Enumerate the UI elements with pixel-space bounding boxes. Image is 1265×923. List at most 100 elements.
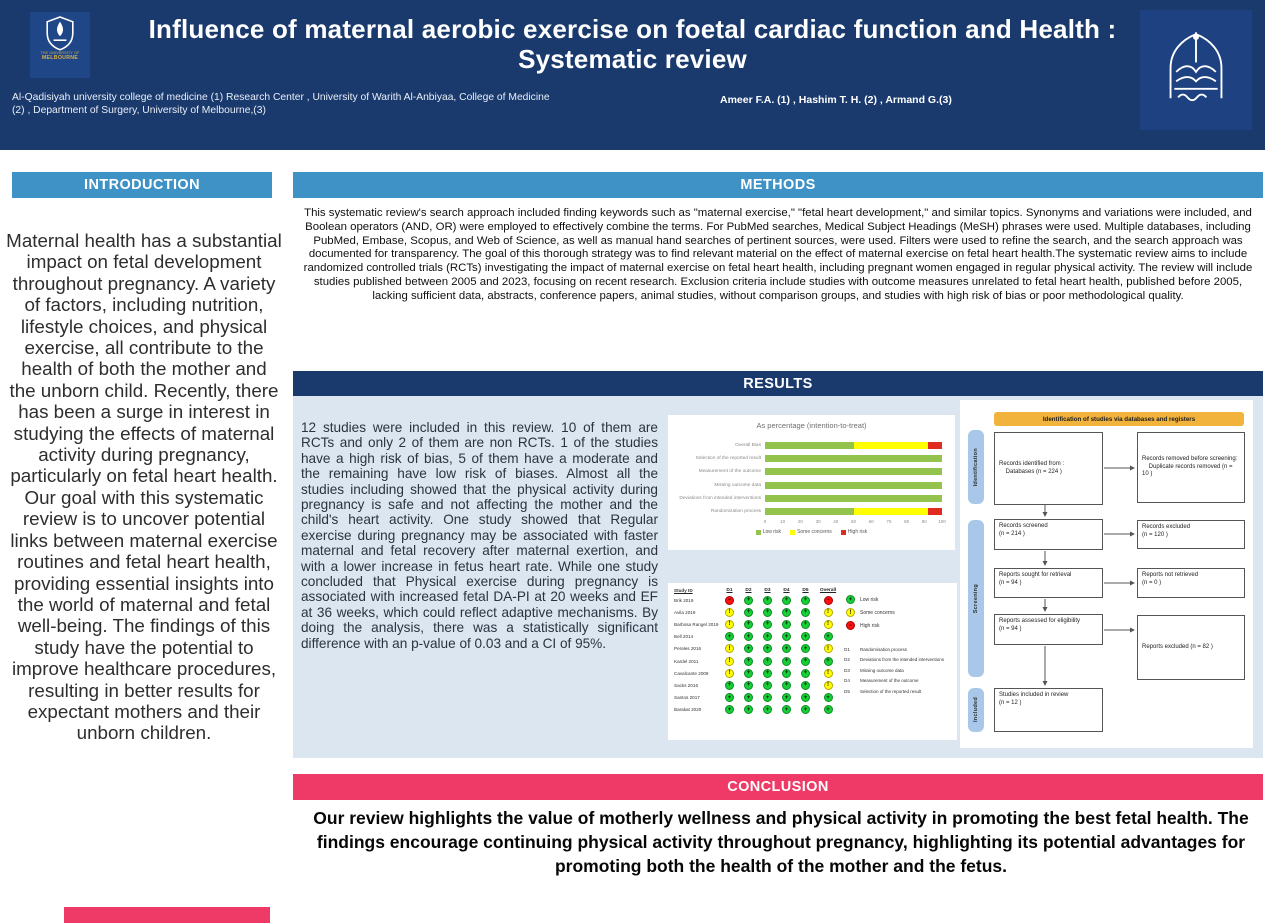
authors: Ameer F.A. (1) , Hashim T. H. (2) , Arma… <box>720 94 952 106</box>
x-tick: 10 <box>780 519 786 525</box>
low-risk-dot: + <box>782 693 791 703</box>
bar-segment <box>765 494 942 502</box>
x-axis: 0 10 20 30 40 50 60 70 80 90 100 <box>668 519 955 527</box>
low-risk-dot: + <box>823 693 833 703</box>
warith-al-anbiyaa-logo <box>1140 10 1252 130</box>
traffic-cell: + <box>815 705 841 715</box>
domain-code: D4 <box>844 678 850 684</box>
traffic-cell: + <box>739 705 758 715</box>
some-risk-dot: ! <box>725 644 734 654</box>
low-risk-dot: + <box>763 693 772 703</box>
bar-track <box>765 455 942 463</box>
x-tick: 50 <box>850 519 856 525</box>
traffic-row: Avila 2019! + + + +! <box>674 606 957 618</box>
low-risk-dot: + <box>744 632 753 642</box>
prisma-stage-screening: Screening <box>968 520 984 677</box>
bar-track <box>765 468 942 476</box>
domain-label: Randomisation process <box>860 647 908 652</box>
low-risk-dot: + <box>823 632 833 642</box>
bar-row: Selection of the reported result <box>668 452 955 465</box>
traffic-cell: + <box>815 632 841 642</box>
traffic-study-label: Barbosa Rangel 2019 <box>674 621 719 627</box>
low-risk-dot: + <box>763 705 772 715</box>
bar-segment <box>765 442 854 450</box>
traffic-cell: + <box>796 644 815 654</box>
prisma-box-reports-excluded: Reports excluded (n = 82 ) <box>1137 615 1245 680</box>
some-risk-dot: ! <box>823 680 833 690</box>
traffic-study-label: Avila 2019 <box>674 609 696 615</box>
traffic-cell: ! <box>720 668 739 678</box>
prisma-banner: Identification of studies via databases … <box>994 412 1244 426</box>
some-risk-dot: ! <box>725 607 734 617</box>
low-risk-dot: + <box>782 619 791 629</box>
rob-traffic-light-plot: Study ID D1 D2 D3 D4 D5 Overall Brik 2019− + + + + −… <box>668 583 957 740</box>
traffic-cell: + <box>777 705 796 715</box>
domain-code: D1 <box>844 647 850 652</box>
traffic-row: Cavalcante 2009! + + + +! <box>674 667 957 679</box>
traffic-cell: ! <box>815 607 841 617</box>
some-risk-dot: ! <box>823 668 833 678</box>
prisma-box-reports-not-retrieved: Reports not retrieved (n = 0 ) <box>1137 568 1245 598</box>
prisma-box-records-excluded: Records excluded (n = 120 ) <box>1137 520 1245 549</box>
university-of-melbourne-logo: THE UNIVERSITY OF MELBOURNE <box>30 12 90 78</box>
low-risk-dot: + <box>744 680 753 690</box>
low-risk-dot: + <box>763 680 772 690</box>
low-risk-dot: + <box>744 607 753 617</box>
prisma-flow-diagram: Identification of studies via databases … <box>960 400 1253 748</box>
low-risk-dot: + <box>801 595 810 605</box>
high-risk-dot: − <box>725 595 734 605</box>
affiliations: Al-Qadisiyah university college of medic… <box>12 92 550 116</box>
legend-item: High risk <box>840 529 867 535</box>
prisma-stage-identification: Identification <box>968 430 984 504</box>
x-tick: 80 <box>904 519 910 525</box>
bar-track <box>765 508 942 516</box>
prisma-stage-included: Included <box>968 688 984 732</box>
traffic-cell: + <box>739 656 758 666</box>
traffic-cell: + <box>758 595 777 605</box>
traffic-row: Barakat 2020 + + + + + + <box>674 704 957 716</box>
legend-swatch <box>790 529 796 535</box>
low-risk-dot: + <box>801 705 810 715</box>
low-risk-dot: + <box>801 619 810 629</box>
traffic-cell: + <box>815 656 841 666</box>
traffic-row: Bell 2014 + + + + + + <box>674 631 957 643</box>
traffic-study-label: Cavalcante 2009 <box>674 670 709 676</box>
traffic-column-header: Overall <box>819 588 837 593</box>
low-risk-dot: + <box>782 644 791 654</box>
warith-emblem-icon <box>1169 32 1223 102</box>
prisma-box-records-screened: Records screened (n = 214 ) <box>994 519 1103 550</box>
legend-label: Some concerns <box>860 609 895 616</box>
traffic-row: Santos 2017 + + + + + + <box>674 692 957 704</box>
bar-category-label: Randomization process <box>710 509 761 515</box>
x-tick: 60 <box>868 519 874 525</box>
traffic-cell: + <box>739 632 758 642</box>
traffic-cell: + <box>739 595 758 605</box>
traffic-cell: + <box>758 607 777 617</box>
traffic-cell: + <box>758 644 777 654</box>
traffic-column-header: D3 <box>764 588 771 593</box>
low-risk-dot: + <box>744 668 753 678</box>
bar-row: Randomization process <box>668 505 955 518</box>
traffic-cell: + <box>777 693 796 703</box>
legend-item: − High risk <box>846 621 895 630</box>
low-risk-dot: + <box>763 595 772 605</box>
x-tick: 0 <box>763 519 767 525</box>
x-tick: 90 <box>921 519 927 525</box>
some-risk-dot: ! <box>725 619 734 629</box>
low-risk-dot: + <box>801 680 810 690</box>
traffic-row: Barbosa Rangel 2019! + + + +! <box>674 618 957 630</box>
legend-item: Some concerns <box>790 529 832 535</box>
traffic-cell: ! <box>720 656 739 666</box>
traffic-column-header: D4 <box>783 588 790 593</box>
bar-row: Missing outcome data <box>668 479 955 492</box>
bar-category-label: Measurement of the outcome <box>698 469 761 475</box>
traffic-cell: ! <box>720 644 739 654</box>
melbourne-crest-icon <box>46 16 74 51</box>
domain-item: D1 Randomisation process <box>844 647 944 652</box>
traffic-column-header: D2 <box>745 588 752 593</box>
traffic-study-label: Santos 2017 <box>674 695 700 701</box>
chart-legend: Low risk Some concerns High risk <box>668 529 955 535</box>
low-risk-dot: + <box>744 595 753 605</box>
low-risk-dot: + <box>823 656 833 666</box>
